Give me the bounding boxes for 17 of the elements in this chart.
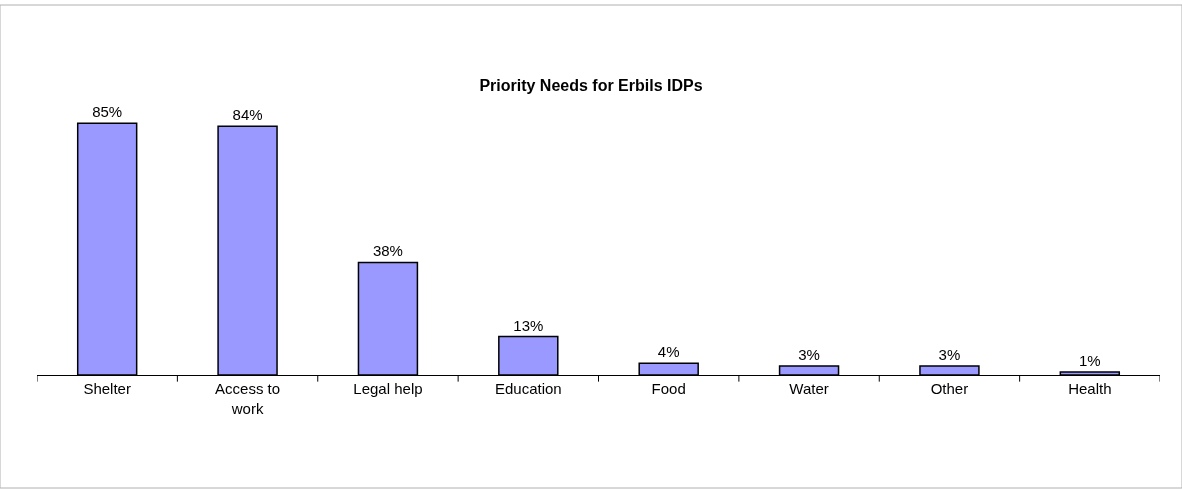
- data-label: 1%: [1078, 352, 1101, 370]
- data-label: 13%: [513, 316, 544, 334]
- data-label: 38%: [372, 242, 403, 260]
- x-tick-label: Access to work: [215, 380, 281, 417]
- x-tick-label: Education: [494, 380, 562, 397]
- data-label: 3%: [798, 346, 820, 364]
- x-tick-label: Water: [789, 380, 829, 397]
- x-tick-label: Legal help: [353, 380, 423, 397]
- chart-title: Priority Needs for Erbils IDPs: [479, 76, 703, 94]
- x-tick-label: Other: [930, 380, 969, 397]
- data-label: 84%: [232, 106, 263, 124]
- data-label: 4%: [657, 343, 680, 361]
- data-label: 85%: [92, 103, 123, 121]
- data-label: 3%: [938, 346, 961, 364]
- x-tick-label: Shelter: [83, 380, 131, 397]
- x-tick-label: Food: [651, 380, 686, 397]
- x-tick-label: Health: [1068, 380, 1112, 397]
